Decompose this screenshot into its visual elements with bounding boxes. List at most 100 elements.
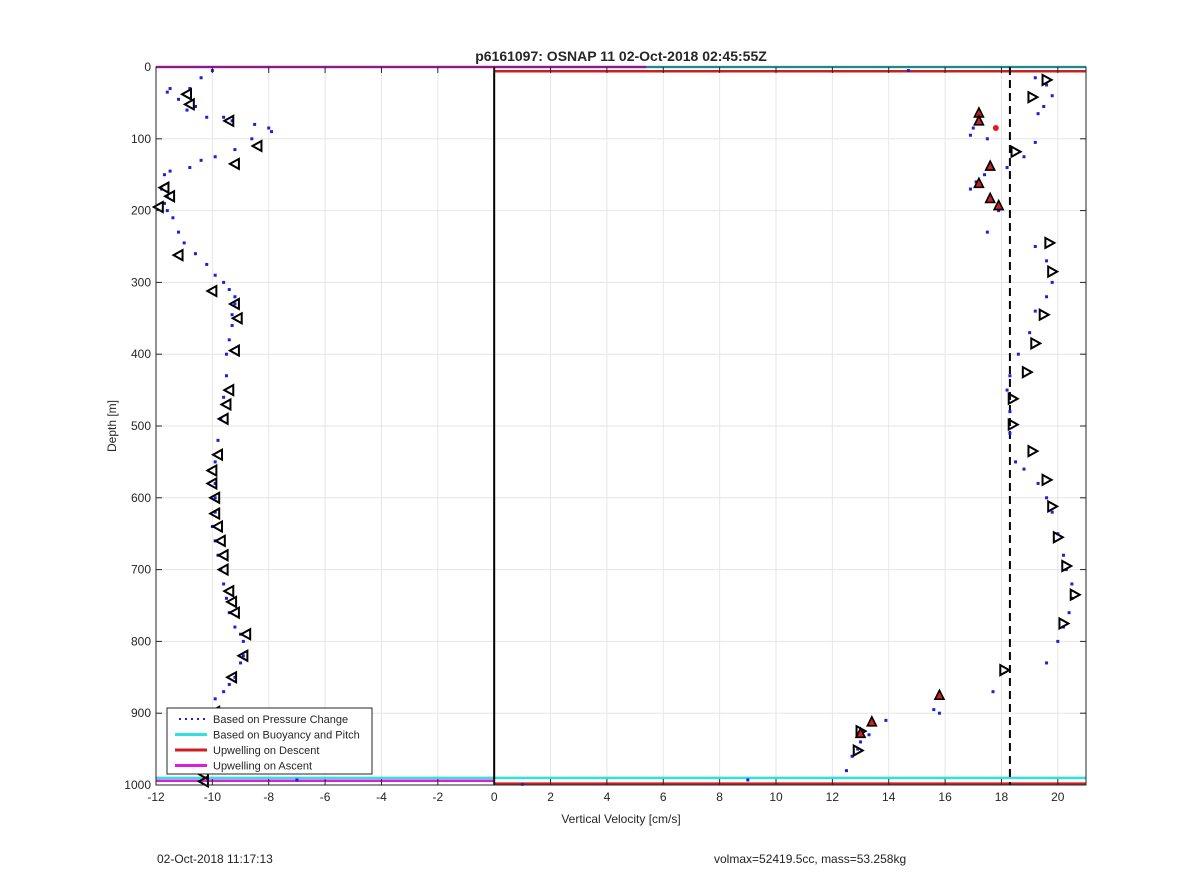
x-tick-label: 12 xyxy=(826,790,840,804)
pressure-point xyxy=(844,769,848,773)
ascent-triangle-point xyxy=(222,114,235,128)
descent-triangle-point xyxy=(852,743,865,758)
ascent-triangle-point xyxy=(227,157,240,171)
x-tick-label: 6 xyxy=(660,790,667,804)
pressure-point xyxy=(1036,481,1040,485)
pressure-point xyxy=(233,295,237,299)
ascent-triangle-point xyxy=(222,584,235,598)
pressure-point xyxy=(1022,155,1026,159)
pressure-point xyxy=(222,280,226,284)
y-axis-label: Depth [m] xyxy=(105,400,119,452)
data-marks xyxy=(151,69,1082,789)
pressure-point xyxy=(188,166,192,170)
pressure-point xyxy=(165,90,169,94)
pressure-point xyxy=(1045,83,1049,87)
ascent-triangle-point xyxy=(250,139,263,153)
pressure-point xyxy=(224,596,228,600)
x-tick-label: -12 xyxy=(147,790,165,804)
pressure-point xyxy=(188,87,192,91)
pressure-point xyxy=(1014,460,1018,464)
descent-triangle-point xyxy=(1038,308,1051,322)
legend-label-buoyancy: Based on Buoyancy and Pitch xyxy=(213,730,360,742)
pressure-point xyxy=(199,158,203,162)
pressure-point xyxy=(1005,388,1009,392)
ascent-triangle-point xyxy=(213,534,226,548)
legend-pressure-marker xyxy=(185,718,187,720)
y-tick-label: 600 xyxy=(131,491,151,505)
legend-pressure-marker xyxy=(197,718,199,720)
pressure-point xyxy=(171,216,175,220)
ascent-triangle-point xyxy=(182,97,195,112)
pressure-point xyxy=(1045,496,1049,500)
pressure-point xyxy=(213,510,217,514)
ascent-triangle-point xyxy=(196,774,209,789)
ascent-triangle-point xyxy=(208,506,221,521)
ascent-triangle-point xyxy=(205,476,218,491)
descent-triangle-point xyxy=(1007,417,1020,432)
pressure-point xyxy=(193,104,197,108)
pressure-point xyxy=(213,460,217,464)
ascent-triangle-point xyxy=(227,297,240,311)
upwelling-triangle-point xyxy=(866,715,878,727)
pressure-point xyxy=(1045,295,1049,299)
pressure-point xyxy=(884,718,888,722)
x-tick-label: -6 xyxy=(320,790,331,804)
legend-label-descent: Upwelling on Descent xyxy=(213,745,319,757)
upwelling-triangle-point xyxy=(933,688,946,701)
ascent-triangle-point xyxy=(227,343,240,358)
pressure-point xyxy=(185,108,189,112)
x-tick-label: -4 xyxy=(376,790,387,804)
upwelling-triangle-point xyxy=(973,114,985,126)
x-tick-label: 16 xyxy=(938,790,952,804)
pressure-point xyxy=(199,76,203,80)
pressure-point xyxy=(213,697,217,701)
pressure-point xyxy=(1050,280,1054,284)
pressure-point xyxy=(1008,374,1012,378)
pressure-point xyxy=(162,201,166,205)
descent-triangle-point xyxy=(999,663,1012,677)
y-tick-label: 0 xyxy=(144,60,151,74)
ascent-triangle-point xyxy=(225,670,238,684)
pressure-point xyxy=(230,323,234,327)
pressure-point xyxy=(213,496,217,500)
pressure-point xyxy=(216,438,220,442)
pressure-point xyxy=(219,568,223,572)
ascent-triangle-point xyxy=(216,412,229,426)
pressure-point xyxy=(1050,510,1054,514)
descent-triangle-point xyxy=(1047,499,1060,514)
pressure-point xyxy=(230,119,234,123)
ascent-triangle-point xyxy=(208,491,221,505)
pressure-point xyxy=(968,133,972,137)
y-tick-label: 900 xyxy=(131,706,151,720)
pressure-point xyxy=(1022,467,1026,471)
pressure-point xyxy=(227,338,231,342)
descent-triangle-point xyxy=(1027,90,1040,104)
pressure-point xyxy=(1033,76,1037,80)
pressure-point xyxy=(932,708,936,712)
pressure-point xyxy=(856,747,860,751)
pressure-point xyxy=(1008,431,1012,435)
horizontal-lines xyxy=(156,65,1086,785)
legend-label-ascent: Upwelling on Ascent xyxy=(213,761,312,773)
grid-lines xyxy=(155,66,1086,786)
pressure-point xyxy=(1028,331,1032,335)
x-tick-label: -10 xyxy=(204,790,222,804)
descent-triangle-point xyxy=(1047,264,1060,279)
pressure-point xyxy=(1070,582,1074,586)
ascent-triangle-point xyxy=(219,397,232,412)
x-tick-label: 8 xyxy=(716,790,723,804)
pressure-point xyxy=(241,639,245,643)
y-tick-label: 300 xyxy=(131,275,151,289)
pressure-point xyxy=(1036,112,1040,116)
pressure-point xyxy=(270,130,274,134)
pressure-point xyxy=(222,395,226,399)
descent-triangle-point xyxy=(1027,444,1040,458)
pressure-point xyxy=(1056,639,1060,643)
y-tick-label: 100 xyxy=(131,132,151,146)
ascent-triangle-point xyxy=(227,605,240,620)
pressure-point xyxy=(205,115,209,119)
pressure-point xyxy=(267,126,271,130)
reference-lines xyxy=(493,67,1011,785)
footer-summary: volmax=52419.5cc, mass=53.258kg xyxy=(714,852,907,866)
x-tick-label: 2 xyxy=(547,790,554,804)
